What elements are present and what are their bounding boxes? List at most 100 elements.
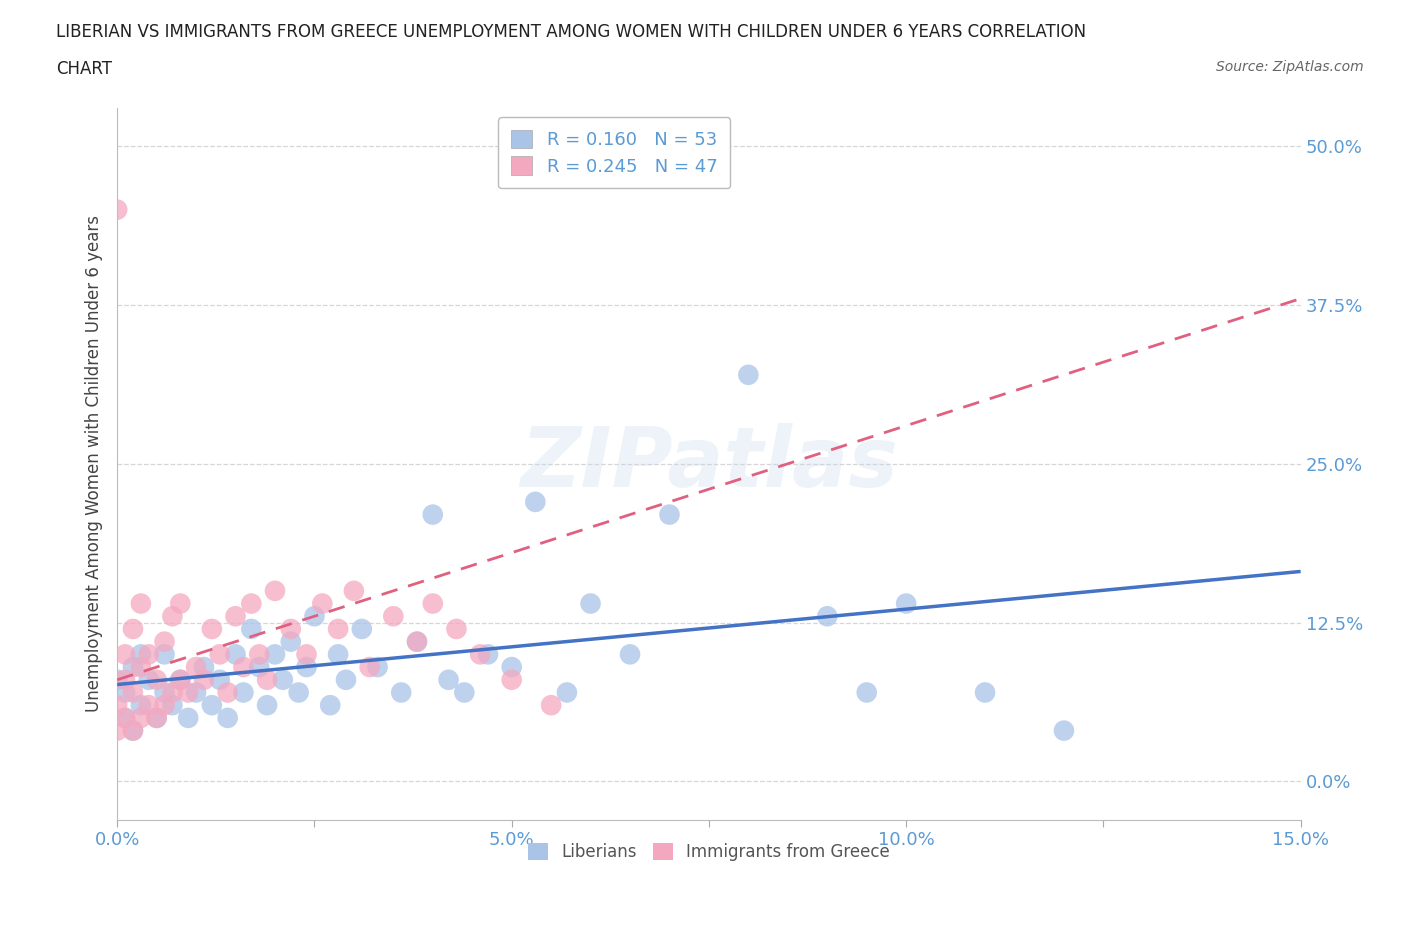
Point [184,659,207,674]
Point [129,711,152,725]
Point [138,698,160,712]
Point [524,495,547,510]
Point [406,634,429,649]
Point [153,685,176,700]
Point [894,596,917,611]
Point [501,672,523,687]
Point [240,621,263,636]
Point [367,659,389,674]
Point [264,583,287,598]
Point [177,711,200,725]
Text: CHART: CHART [56,60,112,78]
Point [217,711,239,725]
Point [225,609,247,624]
Point [114,685,136,700]
Point [129,596,152,611]
Point [105,202,128,217]
Point [153,634,176,649]
Point [169,672,191,687]
Point [114,647,136,662]
Point [145,711,167,725]
Point [555,685,578,700]
Point [256,698,278,712]
Point [737,367,759,382]
Point [162,698,184,712]
Point [501,659,523,674]
Point [658,507,681,522]
Point [114,672,136,687]
Point [122,724,145,738]
Point [122,659,145,674]
Point [815,609,838,624]
Point [240,596,263,611]
Point [193,672,215,687]
Point [225,647,247,662]
Point [129,698,152,712]
Point [350,621,373,636]
Point [271,672,294,687]
Point [247,659,270,674]
Point [169,672,191,687]
Point [138,672,160,687]
Point [256,672,278,687]
Point [343,583,366,598]
Text: Source: ZipAtlas.com: Source: ZipAtlas.com [1216,60,1364,74]
Point [855,685,877,700]
Point [114,711,136,725]
Point [184,685,207,700]
Point [122,724,145,738]
Point [280,634,302,649]
Point [326,647,349,662]
Point [579,596,602,611]
Point [122,685,145,700]
Point [1053,724,1076,738]
Point [105,698,128,712]
Point [208,647,231,662]
Point [122,621,145,636]
Point [208,672,231,687]
Point [129,659,152,674]
Point [974,685,997,700]
Legend: Liberians, Immigrants from Greece: Liberians, Immigrants from Greece [522,837,897,868]
Point [162,609,184,624]
Point [201,698,224,712]
Point [280,621,302,636]
Point [422,507,444,522]
Point [153,647,176,662]
Y-axis label: Unemployment Among Women with Children Under 6 years: Unemployment Among Women with Children U… [86,215,103,712]
Point [319,698,342,712]
Point [359,659,381,674]
Point [114,711,136,725]
Point [326,621,349,636]
Point [105,672,128,687]
Point [295,659,318,674]
Point [311,596,333,611]
Point [177,685,200,700]
Point [105,724,128,738]
Point [287,685,309,700]
Point [422,596,444,611]
Text: LIBERIAN VS IMMIGRANTS FROM GREECE UNEMPLOYMENT AMONG WOMEN WITH CHILDREN UNDER : LIBERIAN VS IMMIGRANTS FROM GREECE UNEMP… [56,23,1087,41]
Point [145,672,167,687]
Point [382,609,405,624]
Point [153,698,176,712]
Point [217,685,239,700]
Point [540,698,562,712]
Point [138,647,160,662]
Point [129,647,152,662]
Point [232,685,254,700]
Point [264,647,287,662]
Point [162,685,184,700]
Point [389,685,412,700]
Point [145,711,167,725]
Point [169,596,191,611]
Point [453,685,475,700]
Point [477,647,499,662]
Point [437,672,460,687]
Text: ZIPatlas: ZIPatlas [520,423,898,504]
Point [406,634,429,649]
Point [193,659,215,674]
Point [446,621,468,636]
Point [295,647,318,662]
Point [619,647,641,662]
